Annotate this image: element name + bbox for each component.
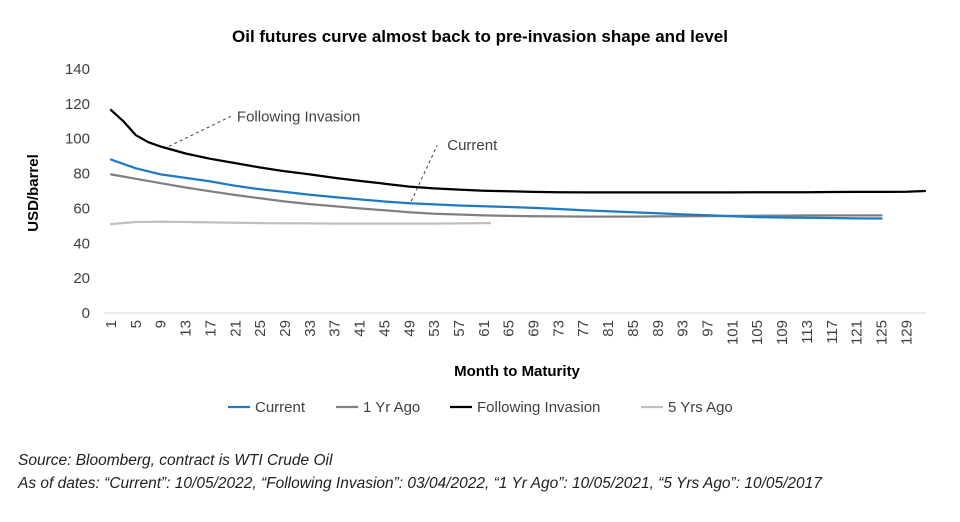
x-tick-label: 117	[824, 320, 841, 344]
annotation-leader-following-invasion	[168, 115, 232, 147]
x-tick-label: 49	[401, 320, 418, 337]
x-tick-label: 29	[277, 320, 294, 337]
x-tick-label: 105	[749, 320, 766, 345]
x-tick-label: 129	[898, 320, 915, 345]
futures-curve-chart: Oil futures curve almost back to pre-inv…	[25, 27, 927, 416]
x-tick-label: 125	[874, 320, 891, 345]
series-line-5-yrs-ago	[109, 220, 492, 226]
x-tick-label: 25	[252, 320, 269, 337]
y-tick-label: 80	[73, 166, 90, 183]
x-tick-label: 89	[650, 320, 667, 337]
x-tick-label: 17	[202, 320, 219, 337]
annotation-following-invasion: Following Invasion	[237, 108, 360, 125]
x-axis-ticks: 1 5 9 13 17 21 25 29 33 37 41 45 49 53 57 61 65 69 73 77 81 8…	[103, 320, 915, 345]
x-tick-label: 97	[700, 320, 717, 337]
legend-label-5-yrs-ago: 5 Yrs Ago	[668, 399, 733, 416]
legend-label-current: Current	[255, 399, 306, 416]
series-line-following-invasion	[109, 108, 927, 194]
series-line-1-yr-ago	[109, 173, 883, 218]
x-tick-label: 1	[103, 320, 120, 328]
x-tick-label: 93	[675, 320, 692, 337]
x-tick-label: 13	[178, 320, 195, 337]
y-axis-ticks: 0 20 40 60 80 100 120 140	[65, 61, 90, 322]
annotations: Following Invasion Current	[168, 108, 498, 202]
x-tick-label: 121	[849, 320, 866, 345]
y-tick-label: 60	[73, 200, 90, 217]
x-tick-label: 85	[625, 320, 642, 337]
x-tick-label: 57	[451, 320, 468, 337]
x-tick-label: 65	[501, 320, 518, 337]
series-line-current	[109, 158, 883, 220]
x-tick-label: 77	[575, 320, 592, 337]
y-tick-label: 20	[73, 270, 90, 287]
x-tick-label: 41	[352, 320, 369, 337]
as-of-dates-note: As of dates: “Current”: 10/05/2022, “Fol…	[18, 475, 822, 492]
source-note: Source: Bloomberg, contract is WTI Crude…	[18, 452, 333, 469]
x-tick-label: 113	[799, 320, 816, 344]
annotation-leader-current	[410, 144, 438, 202]
x-tick-label: 53	[426, 320, 443, 337]
x-tick-label: 21	[227, 320, 244, 337]
legend-label-following-invasion: Following Invasion	[477, 399, 600, 416]
annotation-current: Current	[447, 137, 498, 154]
x-tick-label: 33	[302, 320, 319, 337]
y-tick-label: 100	[65, 131, 90, 148]
x-tick-label: 69	[526, 320, 543, 337]
x-tick-label: 37	[327, 320, 344, 337]
series-lines	[109, 108, 927, 226]
x-tick-label: 109	[774, 320, 791, 345]
x-tick-label: 61	[476, 320, 493, 337]
y-tick-label: 0	[82, 305, 90, 322]
x-axis-title: Month to Maturity	[454, 363, 580, 380]
x-tick-label: 45	[376, 320, 393, 337]
y-axis-title: USD/barrel	[25, 154, 42, 232]
y-tick-label: 40	[73, 235, 90, 252]
x-tick-label: 9	[153, 320, 170, 328]
x-tick-label: 73	[550, 320, 567, 337]
legend: Current 1 Yr Ago Following Invasion 5 Yrs A…	[228, 399, 733, 416]
x-tick-label: 81	[600, 320, 617, 337]
x-tick-label: 101	[724, 320, 741, 345]
y-tick-label: 120	[65, 96, 90, 113]
x-tick-label: 5	[128, 320, 145, 328]
chart-title: Oil futures curve almost back to pre-inv…	[232, 27, 728, 46]
y-tick-label: 140	[65, 61, 90, 78]
legend-label-1-yr-ago: 1 Yr Ago	[363, 399, 420, 416]
